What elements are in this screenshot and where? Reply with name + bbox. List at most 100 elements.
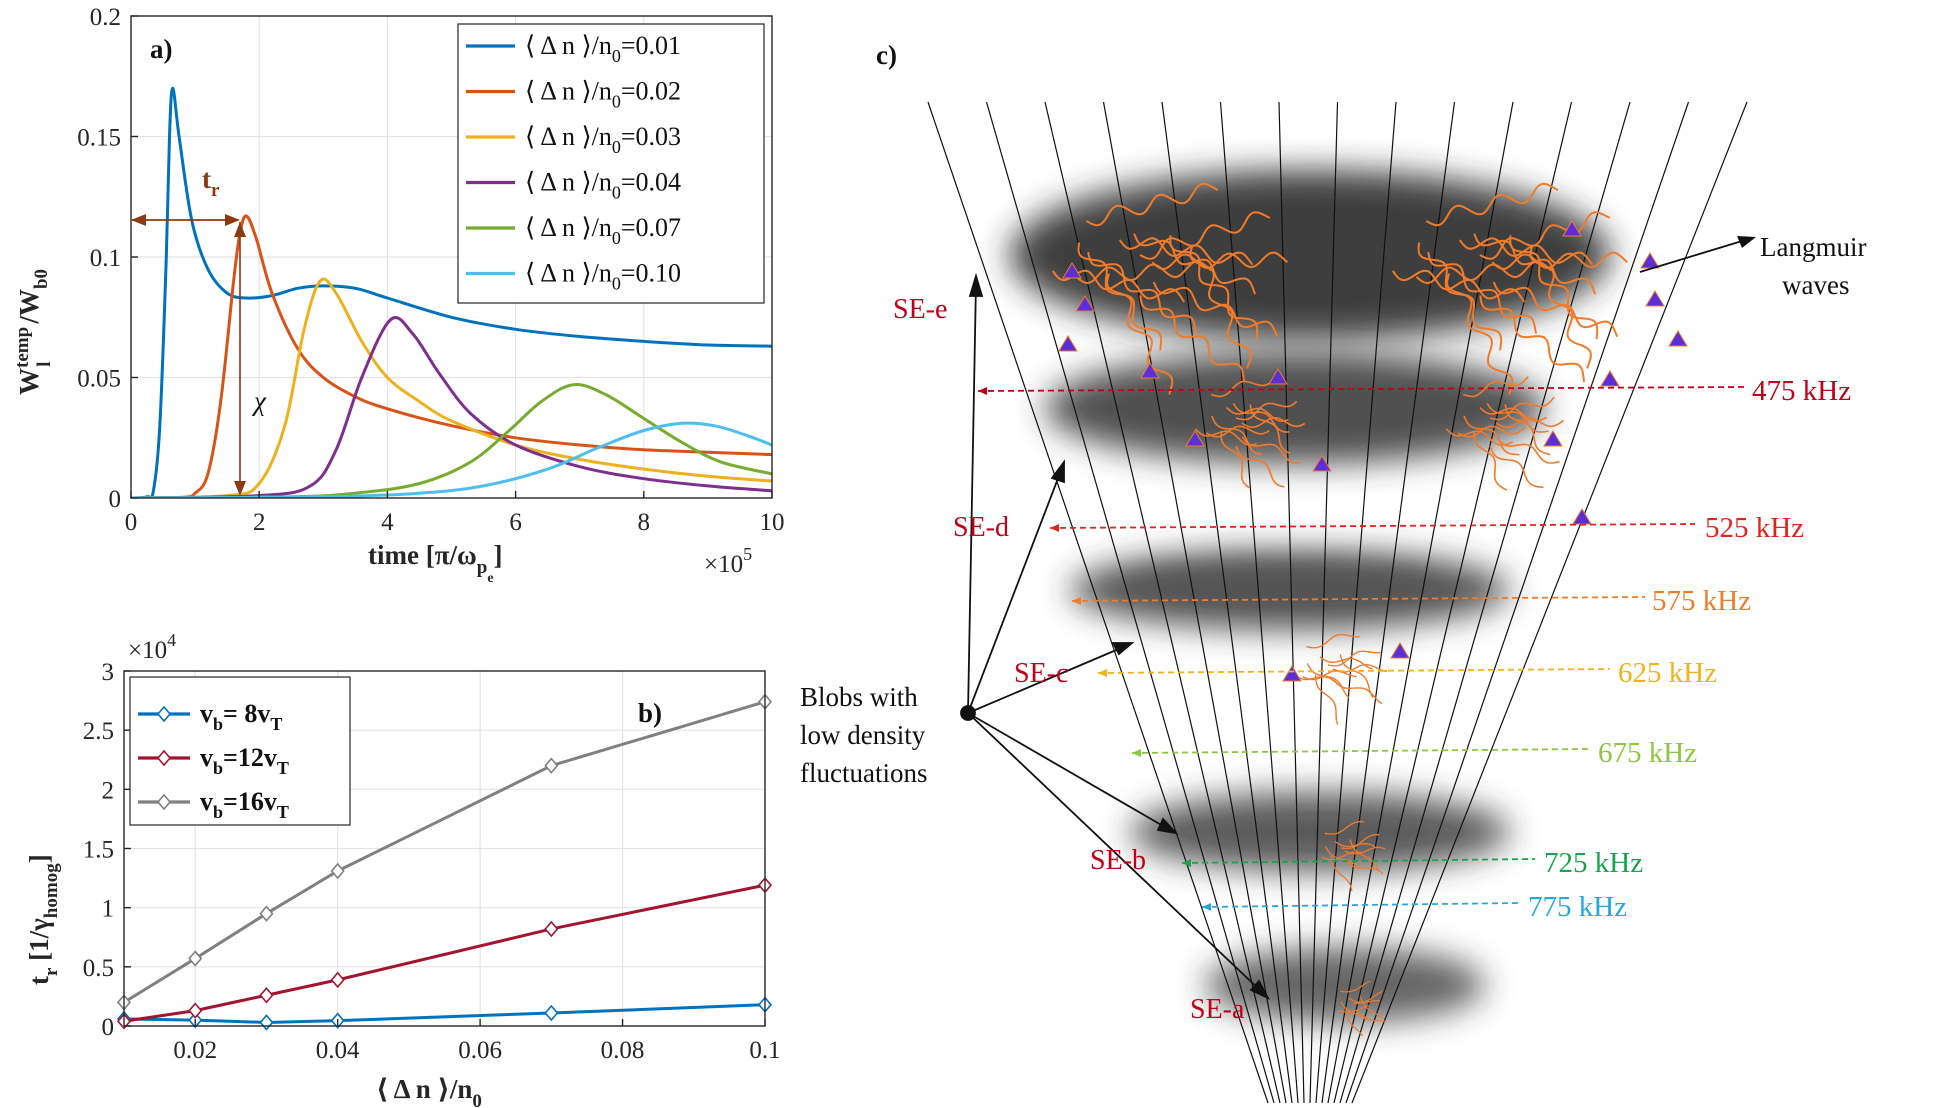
field-line xyxy=(1351,101,1748,1104)
wave-squiggle xyxy=(1087,251,1197,334)
frequency-arrowhead xyxy=(978,387,987,395)
wave-triangle xyxy=(1075,295,1095,312)
frequency-label: 775 kHz xyxy=(1528,891,1627,923)
wave-squiggle xyxy=(1457,425,1526,438)
y-tick-label: 0.15 xyxy=(77,125,121,152)
field-line xyxy=(927,101,1269,1104)
legend-entry: ⟨ Δ n ⟩/n0=0.03 xyxy=(525,122,681,157)
data-point-marker xyxy=(330,971,345,989)
langmuir-caption-line-2: waves xyxy=(1782,270,1849,300)
wave-squiggle xyxy=(1486,402,1549,433)
x-tick-label: 0.02 xyxy=(173,1037,217,1064)
frequency-label: 725 kHz xyxy=(1544,847,1643,879)
langmuir-pointer-head xyxy=(1737,236,1756,248)
wave-triangle xyxy=(1668,330,1688,347)
series-line-0.01 xyxy=(131,86,772,498)
field-line xyxy=(1333,101,1573,1104)
blob-c-top xyxy=(1120,562,1440,594)
frequency-line xyxy=(1071,596,1646,602)
frequency-arrowhead xyxy=(1132,749,1141,757)
data-point-marker xyxy=(156,705,172,723)
langmuir-caption-line-1: Langmuir xyxy=(1760,232,1866,262)
x-axis-label-a: time [π/ωpe] xyxy=(368,540,503,586)
wave-squiggle xyxy=(1489,445,1544,489)
field-line xyxy=(1339,101,1631,1104)
frequency-arrowhead xyxy=(1182,859,1191,867)
source-label-se-b: SE-b xyxy=(1090,845,1146,876)
wave-squiggle xyxy=(1340,1001,1369,1020)
wave-squiggle xyxy=(1491,251,1628,270)
wave-squiggle xyxy=(1241,416,1306,428)
y-tick-label: 2.5 xyxy=(83,718,114,745)
chi-label: χ xyxy=(251,386,267,416)
y-tick-label: 3 xyxy=(102,659,115,686)
wave-squiggle xyxy=(1462,376,1529,398)
y-tick-label: 0.2 xyxy=(90,4,121,31)
data-point-marker xyxy=(330,862,345,880)
wave-squiggle xyxy=(1344,846,1386,855)
legend-entry: ⟨ Δ n ⟩/n0=0.01 xyxy=(525,31,681,66)
blob-caption-line-2: low density xyxy=(800,720,926,750)
frequency-lines: 475 kHz 525 kHz 575 kHz 625 kHz 675 kHz 725 k… xyxy=(977,375,1851,923)
wave-squiggle xyxy=(1235,400,1298,421)
field-line xyxy=(985,101,1275,1104)
wave-squiggle xyxy=(1417,242,1503,351)
source-label-se-d: SE-d xyxy=(953,512,1009,543)
blob-b xyxy=(1130,792,1510,872)
wave-triangle xyxy=(1282,665,1302,682)
series-line-0.07 xyxy=(131,383,772,498)
field-lines xyxy=(927,101,1748,1104)
wave-triangle xyxy=(1140,362,1160,379)
wave-triangle xyxy=(1062,262,1082,279)
field-line xyxy=(1102,101,1287,1104)
wave-squiggle xyxy=(1306,633,1360,649)
density-blobs xyxy=(1010,170,1610,1023)
y-tick-label: 1 xyxy=(102,896,115,923)
wave-squiggle xyxy=(1232,402,1290,433)
x-tick-label: 8 xyxy=(638,509,651,536)
blob-caption-line-3: fluctuations xyxy=(800,758,927,788)
wave-squiggle xyxy=(1339,654,1374,698)
panel-b-label: b) xyxy=(638,698,662,728)
x-tick-label: 4 xyxy=(381,509,394,536)
wave-squiggle xyxy=(1340,833,1380,850)
y-tick-label: 0 xyxy=(102,1014,115,1041)
field-line xyxy=(1161,101,1293,1104)
legend-entry: vb=16vT xyxy=(200,787,289,822)
x-tick-label: 6 xyxy=(509,509,522,536)
frequency-arrowhead xyxy=(1050,524,1059,532)
frequency-line xyxy=(1201,902,1521,908)
legend-a-items: ⟨ Δ n ⟩/n0=0.01 ⟨ Δ n ⟩/n0=0.02 ⟨ Δ n ⟩/n0… xyxy=(466,31,681,294)
wave-triangle xyxy=(1572,508,1592,525)
wave-squiggle xyxy=(1479,295,1586,383)
wave-squiggle xyxy=(1415,260,1552,285)
ticks-b: 0.02 0.04 0.06 0.08 0.1 0 0.5 1 1.5 2 2.5 3 xyxy=(83,659,781,1064)
legend-entry: vb= 8vT xyxy=(200,699,282,734)
wave-squiggle xyxy=(1220,430,1250,489)
legend-entry: ⟨ Δ n ⟩/n0=0.04 xyxy=(525,168,681,203)
data-point-marker xyxy=(544,920,559,938)
y-tick-label: 0 xyxy=(109,486,122,513)
wave-squiggle xyxy=(1327,650,1381,667)
wave-squiggle xyxy=(1445,428,1513,446)
wave-triangle xyxy=(1543,430,1563,447)
wave-squiggle xyxy=(1489,396,1555,421)
field-line xyxy=(1315,101,1397,1104)
wave-squiggle xyxy=(1479,211,1611,260)
wave-triangle xyxy=(1268,368,1288,385)
blob-caption-line-1: Blobs with xyxy=(800,682,918,712)
wave-squiggle xyxy=(1427,251,1537,334)
x-tick-label: 2 xyxy=(253,509,266,536)
wave-squiggle xyxy=(1085,182,1219,227)
data-point-marker xyxy=(188,1002,203,1019)
y-tick-label: 1.5 xyxy=(83,837,114,864)
y-tick-label: 0.5 xyxy=(83,955,114,982)
legend-entry: ⟨ Δ n ⟩/n0=0.02 xyxy=(525,77,681,112)
data-point-marker xyxy=(259,905,274,922)
wave-squiggle xyxy=(1211,415,1262,456)
blob-a xyxy=(1205,947,1485,1023)
wave-squiggle xyxy=(1324,821,1364,835)
data-point-marker xyxy=(156,749,172,767)
wave-squiggle xyxy=(1205,425,1270,438)
x-tick-label: 0.08 xyxy=(601,1037,645,1064)
